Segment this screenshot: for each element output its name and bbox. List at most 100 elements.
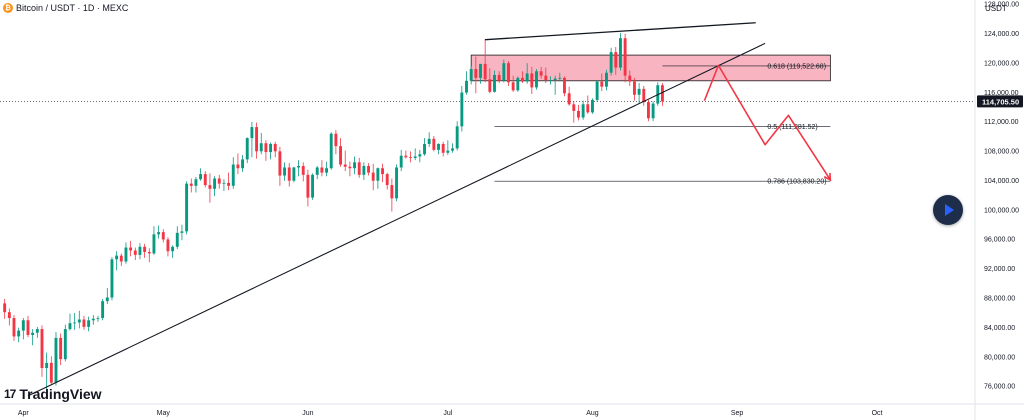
candle-body[interactable] — [642, 88, 646, 103]
candle-body[interactable] — [199, 174, 203, 180]
candle-body[interactable] — [101, 301, 105, 319]
candle-body[interactable] — [558, 77, 562, 79]
candle-body[interactable] — [371, 172, 375, 181]
candle-body[interactable] — [329, 133, 333, 169]
candle-body[interactable] — [73, 322, 77, 324]
candle-body[interactable] — [591, 99, 594, 113]
candle-body[interactable] — [623, 38, 627, 76]
candle-body[interactable] — [460, 92, 464, 127]
candle-body[interactable] — [334, 133, 338, 147]
candle-body[interactable] — [278, 151, 282, 176]
candle-body[interactable] — [581, 104, 585, 118]
candle-body[interactable] — [292, 167, 296, 181]
candle-body[interactable] — [493, 74, 496, 92]
candle-body[interactable] — [535, 71, 538, 88]
candle-body[interactable] — [3, 303, 7, 313]
candle-body[interactable] — [646, 102, 650, 119]
candle-body[interactable] — [115, 255, 119, 260]
candle-body[interactable] — [339, 146, 342, 165]
candle-body[interactable] — [348, 166, 352, 169]
play-icon[interactable] — [933, 195, 963, 225]
candle-body[interactable] — [437, 143, 440, 150]
candle-body[interactable] — [441, 143, 445, 153]
candle-body[interactable] — [63, 329, 67, 360]
candle-body[interactable] — [255, 127, 259, 152]
candle-body[interactable] — [446, 150, 450, 153]
candle-body[interactable] — [488, 79, 492, 92]
candle-body[interactable] — [301, 166, 305, 175]
candle-body[interactable] — [404, 155, 408, 158]
candle-body[interactable] — [357, 162, 361, 175]
candle-body[interactable] — [381, 168, 384, 175]
candle-body[interactable] — [26, 320, 30, 335]
candle-body[interactable] — [409, 157, 412, 158]
candle-body[interactable] — [217, 178, 221, 184]
candle-body[interactable] — [166, 239, 170, 252]
candle-body[interactable] — [203, 174, 207, 186]
candle-body[interactable] — [283, 167, 287, 176]
candle-body[interactable] — [7, 312, 11, 319]
candle-body[interactable] — [138, 246, 142, 255]
candle-body[interactable] — [213, 178, 217, 189]
candle-body[interactable] — [516, 77, 520, 91]
candle-body[interactable] — [250, 127, 254, 139]
candle-body[interactable] — [637, 88, 641, 95]
candle-body[interactable] — [530, 73, 534, 88]
candle-body[interactable] — [77, 319, 81, 323]
candle-body[interactable] — [539, 71, 543, 76]
candle-body[interactable] — [395, 167, 398, 199]
candle-body[interactable] — [605, 72, 608, 87]
candle-body[interactable] — [124, 247, 128, 262]
candle-body[interactable] — [572, 104, 576, 111]
candle-body[interactable] — [185, 183, 189, 232]
candle-body[interactable] — [325, 168, 329, 173]
candle-body[interactable] — [59, 337, 63, 360]
candle-body[interactable] — [40, 329, 44, 369]
candle-body[interactable] — [273, 143, 277, 152]
candle-body[interactable] — [259, 143, 263, 152]
candle-body[interactable] — [171, 246, 175, 252]
candle-body[interactable] — [451, 148, 454, 151]
candle-body[interactable] — [105, 297, 109, 302]
candle-body[interactable] — [119, 255, 123, 262]
candle-body[interactable] — [143, 246, 147, 252]
candle-body[interactable] — [367, 166, 370, 173]
candle-body[interactable] — [320, 167, 324, 173]
candle-body[interactable] — [147, 251, 151, 254]
candle-body[interactable] — [525, 73, 529, 82]
candle-body[interactable] — [483, 63, 487, 80]
candle-body[interactable] — [12, 318, 16, 337]
candle-body[interactable] — [553, 78, 557, 81]
candle-body[interactable] — [54, 337, 58, 383]
candle-body[interactable] — [390, 185, 394, 199]
candle-body[interactable] — [418, 154, 422, 157]
candle-body[interactable] — [189, 183, 193, 186]
candle-body[interactable] — [353, 162, 356, 169]
candle-body[interactable] — [469, 69, 473, 81]
candle-body[interactable] — [567, 93, 571, 105]
candle-body[interactable] — [96, 318, 100, 319]
candle-body[interactable] — [91, 318, 95, 321]
candle-body[interactable] — [549, 80, 552, 81]
candle-body[interactable] — [297, 166, 301, 168]
candle-body[interactable] — [45, 362, 49, 369]
candle-body[interactable] — [35, 329, 39, 333]
candle-body[interactable] — [479, 63, 482, 78]
candle-body[interactable] — [633, 81, 636, 95]
candle-body[interactable] — [511, 82, 515, 91]
candle-body[interactable] — [432, 138, 436, 150]
candle-body[interactable] — [161, 232, 165, 240]
candle-body[interactable] — [287, 167, 291, 181]
candle-body[interactable] — [241, 159, 245, 169]
candle-body[interactable] — [129, 247, 133, 251]
candle-body[interactable] — [222, 182, 226, 184]
candle-body[interactable] — [343, 164, 347, 167]
candle-body[interactable] — [175, 232, 179, 247]
candle-body[interactable] — [385, 174, 389, 186]
candle-body[interactable] — [133, 250, 137, 255]
candle-body[interactable] — [465, 80, 468, 93]
candle-body[interactable] — [651, 103, 655, 119]
support-trendline[interactable] — [27, 42, 766, 397]
candle-body[interactable] — [82, 319, 86, 327]
